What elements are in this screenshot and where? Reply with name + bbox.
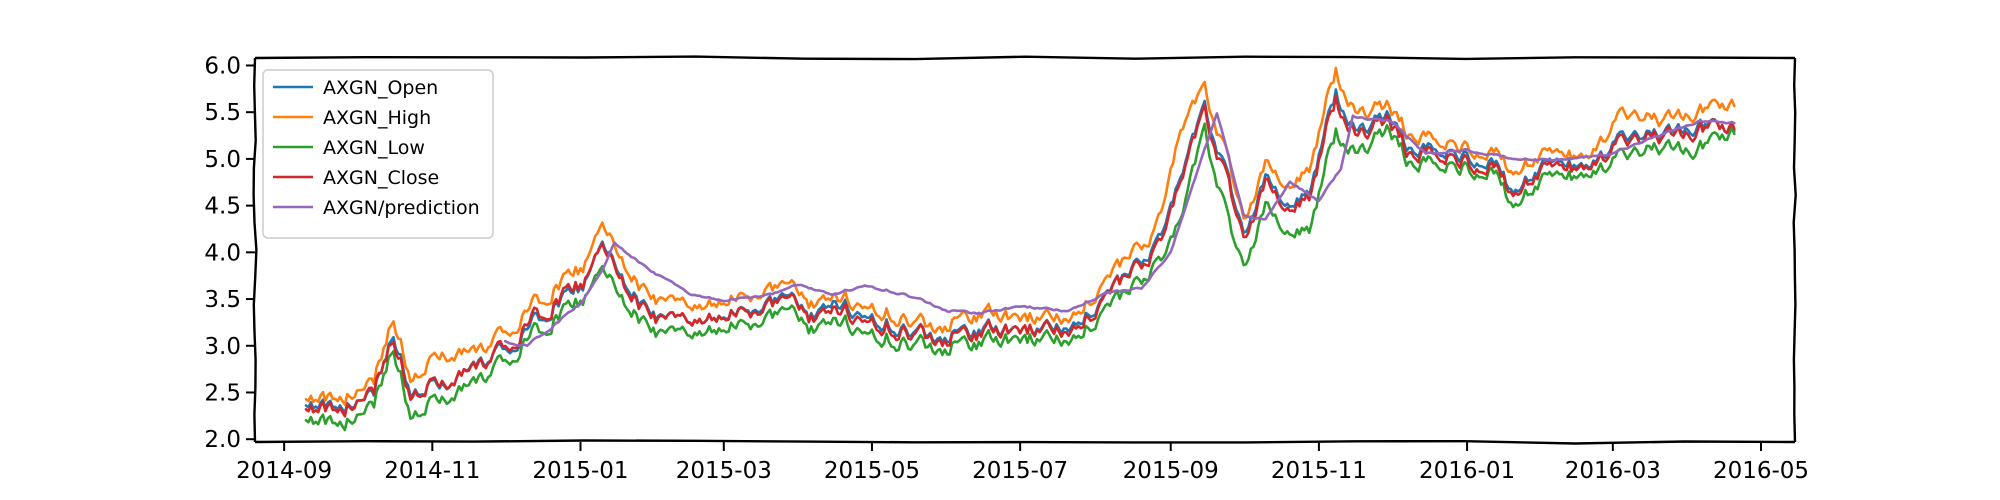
- series-layer: [304, 66, 1736, 432]
- legend-label: AXGN_Open: [323, 77, 438, 99]
- x-tick-label: 2016-03: [1565, 458, 1661, 484]
- x-tick-label: 2015-07: [972, 458, 1068, 484]
- x-tick-label: 2016-05: [1713, 458, 1809, 484]
- legend-label: AXGN_High: [323, 107, 431, 129]
- legend-label: AXGN/prediction: [323, 197, 480, 219]
- x-tick-label: 2015-05: [824, 458, 920, 484]
- y-tick-label: 2.5: [204, 380, 241, 406]
- y-tick-label: 3.5: [204, 287, 241, 313]
- x-tick-label: 2014-09: [236, 458, 332, 484]
- legend-box: [262, 69, 494, 239]
- axis-spine-right: [1792, 57, 1797, 443]
- axis-spine-top: [254, 55, 1796, 61]
- series-line-axgn-high: [304, 66, 1736, 406]
- y-tick-label: 5.0: [204, 147, 241, 173]
- y-tick-label: 6.0: [204, 53, 241, 79]
- y-tick-label: 2.0: [204, 427, 241, 453]
- x-tick-label: 2015-03: [676, 458, 772, 484]
- x-tick-label: 2015-09: [1123, 458, 1219, 484]
- legend-label: AXGN_Close: [323, 167, 439, 189]
- x-tick-label: 2016-01: [1419, 458, 1515, 484]
- axis-spine-left: [252, 57, 258, 443]
- y-tick-label: 3.0: [204, 334, 241, 360]
- series-line-axgn-close: [304, 94, 1736, 418]
- axis-spine-bottom: [254, 439, 1796, 445]
- x-tick-label: 2015-01: [532, 458, 628, 484]
- legend: AXGN_Open AXGN_High AXGN_Low AXGN_Close AXGN…: [262, 69, 494, 239]
- y-tick-label: 4.0: [204, 240, 241, 266]
- x-tick-label: 2015-11: [1271, 458, 1367, 484]
- legend-label: AXGN_Low: [323, 137, 425, 159]
- y-tick-label: 4.5: [204, 194, 241, 220]
- x-tick-label: 2014-11: [384, 458, 480, 484]
- axes: 2.0 2.5 3.0 3.5 4.0 4.5 5.0 5.5 6.0 2014-09 2014-1…: [204, 53, 1809, 484]
- series-line-axgn-prediction: [503, 112, 1736, 348]
- y-tick-label: 5.5: [204, 100, 241, 126]
